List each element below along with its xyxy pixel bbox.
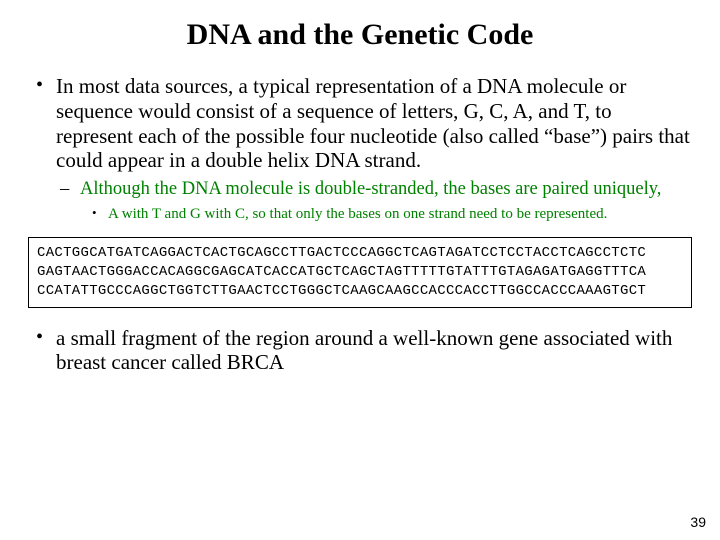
bullet-list-level1b: a small fragment of the region around a … (28, 326, 692, 376)
bullet-list-level2: Although the DNA molecule is double-stra… (56, 179, 692, 223)
bullet-item-1: In most data sources, a typical represen… (28, 74, 692, 223)
sequence-line-1: CACTGGCATGATCAGGACTCACTGCAGCCTTGACTCCCAG… (37, 244, 683, 263)
bullet-1-text: In most data sources, a typical represen… (56, 74, 690, 172)
sequence-line-2: GAGTAACTGGGACCACAGGCGAGCATCACCATGCTCAGCT… (37, 263, 683, 282)
bullet-1-subsub-text: A with T and G with C, so that only the … (108, 206, 607, 222)
bullet-1-sub-text: Although the DNA molecule is double-stra… (80, 179, 661, 199)
bullet-item-2: a small fragment of the region around a … (28, 326, 692, 376)
bullet-1-subsub: A with T and G with C, so that only the … (80, 205, 692, 223)
bullet-list-level3: A with T and G with C, so that only the … (80, 205, 692, 223)
page-number: 39 (690, 514, 706, 530)
bullet-1-sub: Although the DNA molecule is double-stra… (56, 179, 692, 223)
bullet-list-level1: In most data sources, a typical represen… (28, 74, 692, 223)
dna-sequence-box: CACTGGCATGATCAGGACTCACTGCAGCCTTGACTCCCAG… (28, 237, 692, 308)
slide-title: DNA and the Genetic Code (28, 18, 692, 52)
sequence-line-3: CCATATTGCCCAGGCTGGTCTTGAACTCCTGGGCTCAAGC… (37, 282, 683, 301)
bullet-2-text: a small fragment of the region around a … (56, 326, 672, 375)
